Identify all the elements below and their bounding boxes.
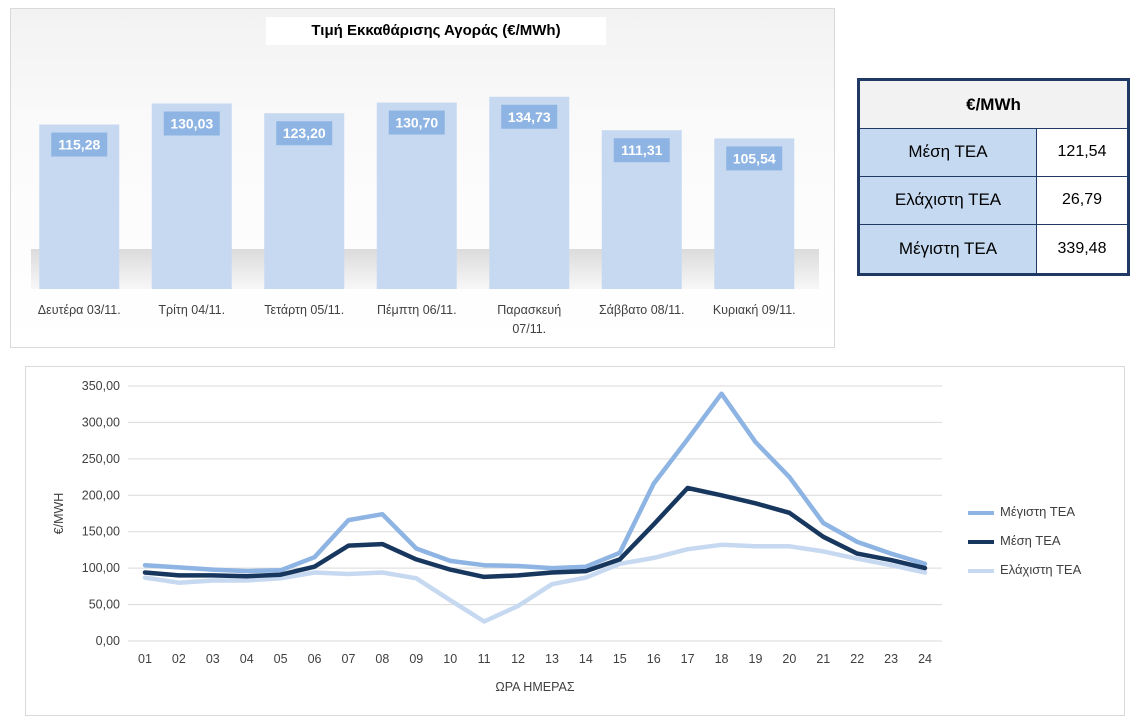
- legend-label: Μέση ΤΕΑ: [1000, 533, 1061, 548]
- bar-category-label: Κυριακή 09/11.: [713, 303, 796, 317]
- stats-value: 339,48: [1036, 223, 1129, 276]
- y-tick-label: 100,00: [82, 561, 120, 575]
- legend-swatch: [968, 568, 994, 573]
- stats-label: Μέγιστη ΤΕΑ: [858, 223, 1037, 276]
- y-tick-label: 350,00: [82, 379, 120, 393]
- x-tick-label: 07: [342, 652, 356, 666]
- stats-row-avg: Μέση ΤΕΑ 121,54: [858, 128, 1129, 177]
- legend-item-avg: Μέση ΤΕΑ: [968, 533, 1061, 548]
- x-tick-label: 05: [274, 652, 288, 666]
- x-tick-label: 01: [138, 652, 152, 666]
- bar-value-label: 130,03: [170, 115, 213, 131]
- stats-label: Ελάχιστη ΤΕΑ: [858, 175, 1037, 225]
- bar-value-label-box: [276, 121, 333, 146]
- stats-header: €/MWh: [858, 79, 1129, 129]
- bar-value-label: 134,73: [508, 109, 551, 125]
- y-axis-title: €/MWH: [52, 493, 66, 535]
- price-stats-table: €/MWh Μέση ΤΕΑ 121,54 Ελάχιστη ΤΕΑ 26,79…: [857, 78, 1130, 276]
- bar-value-label-box: [388, 110, 445, 135]
- y-tick-label: 200,00: [82, 488, 120, 502]
- x-tick-label: 19: [749, 652, 763, 666]
- bar-category-label: Τετάρτη 05/11.: [264, 303, 344, 317]
- x-tick-label: 12: [511, 652, 525, 666]
- bar-value-label-box: [51, 132, 108, 157]
- bar-value-label-box: [726, 146, 783, 171]
- y-tick-label: 50,00: [89, 598, 120, 612]
- y-tick-label: 150,00: [82, 525, 120, 539]
- x-tick-label: 16: [647, 652, 661, 666]
- bar-category-label: Δευτέρα 03/11.: [38, 303, 121, 317]
- stats-value: 26,79: [1036, 175, 1129, 225]
- bar-value-label-box: [163, 111, 220, 136]
- y-tick-label: 300,00: [82, 415, 120, 429]
- stats-value: 121,54: [1036, 128, 1129, 177]
- bar-value-label-box: [613, 138, 670, 163]
- x-tick-label: 11: [478, 652, 491, 666]
- legend-swatch: [968, 539, 994, 544]
- stats-row-min: Ελάχιστη ΤΕΑ 26,79: [858, 175, 1129, 225]
- bar-value-label: 115,28: [58, 137, 100, 153]
- y-tick-label: 0,00: [96, 634, 120, 648]
- bar-value-label: 111,31: [621, 142, 662, 158]
- legend-swatch: [968, 510, 994, 515]
- bar: [489, 96, 570, 289]
- bar-category-label: Πέμπτη 06/11.: [377, 303, 457, 317]
- bar-value-label: 123,20: [283, 125, 326, 141]
- x-tick-label: 18: [715, 652, 729, 666]
- x-tick-label: 08: [375, 652, 389, 666]
- x-tick-label: 24: [918, 652, 932, 666]
- legend-label: Μέγιστη ΤΕΑ: [1000, 504, 1076, 519]
- x-tick-label: 09: [409, 652, 423, 666]
- stats-row-max: Μέγιστη ΤΕΑ 339,48: [858, 223, 1129, 276]
- legend-item-max: Μέγιστη ΤΕΑ: [968, 504, 1075, 519]
- hourly-price-chart: 0,00 50,00 100,00 150,00 200,00 250,00 300,00 3…: [25, 366, 1125, 716]
- x-tick-label: 03: [206, 652, 220, 666]
- series-line: [142, 542, 928, 624]
- bar-value-label: 105,54: [733, 150, 776, 166]
- x-tick-label: 15: [613, 652, 627, 666]
- line-chart-canvas: 0,00 50,00 100,00 150,00 200,00 250,00 300,00 3…: [52, 379, 942, 694]
- x-tick-label: 22: [850, 652, 864, 666]
- x-tick-label: 17: [681, 652, 695, 666]
- series-line: [142, 485, 928, 580]
- x-tick-label: 10: [443, 652, 457, 666]
- stats-label: Μέση ΤΕΑ: [858, 128, 1037, 177]
- x-tick-label: 04: [240, 652, 254, 666]
- x-axis-title: ΩΡΑ ΗΜΕΡΑΣ: [495, 680, 574, 694]
- bar-category-label: Σάββατο 08/11.: [599, 303, 685, 317]
- x-tick-label: 14: [579, 652, 593, 666]
- bar-value-label-box: [501, 104, 558, 129]
- bar-chart-canvas: 115,28 Δευτέρα 03/11. 130,03 Τρίτη 04/11. 12…: [31, 96, 819, 336]
- y-tick-label: 250,00: [82, 452, 120, 466]
- legend-label: Ελάχιστη ΤΕΑ: [1000, 562, 1082, 577]
- x-tick-label: 21: [816, 652, 830, 666]
- series-line: [142, 391, 928, 574]
- bar-chart-title: Τιμή Εκκαθάρισης Αγοράς (€/MWh): [266, 17, 606, 45]
- bar-category-label: 07/11.: [512, 322, 546, 336]
- x-tick-label: 06: [308, 652, 322, 666]
- bar-category-label: Τρίτη 04/11.: [158, 303, 225, 317]
- bar-value-label: 130,70: [395, 115, 438, 131]
- stats-header-row: €/MWh: [858, 79, 1129, 129]
- x-tick-label: 23: [884, 652, 898, 666]
- x-tick-label: 02: [172, 652, 186, 666]
- weekly-price-chart: 115,28 Δευτέρα 03/11. 130,03 Τρίτη 04/11. 12…: [10, 8, 835, 348]
- bar-category-label: Παρασκευή: [497, 303, 561, 317]
- x-tick-label: 13: [545, 652, 559, 666]
- legend-item-min: Ελάχιστη ΤΕΑ: [968, 562, 1081, 577]
- x-tick-label: 20: [782, 652, 796, 666]
